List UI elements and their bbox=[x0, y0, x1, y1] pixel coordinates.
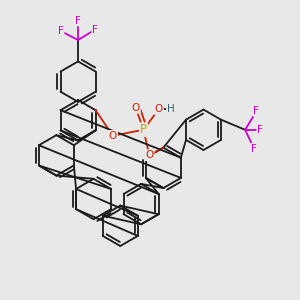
Text: F: F bbox=[254, 106, 259, 116]
Text: H: H bbox=[167, 104, 175, 114]
Text: F: F bbox=[257, 125, 263, 135]
Text: F: F bbox=[75, 16, 81, 26]
Text: F: F bbox=[58, 26, 64, 36]
Text: O: O bbox=[109, 131, 117, 141]
Text: O: O bbox=[155, 104, 163, 114]
Text: O: O bbox=[132, 103, 140, 113]
Text: O: O bbox=[109, 131, 117, 141]
Text: P: P bbox=[140, 123, 147, 136]
Text: H: H bbox=[167, 104, 175, 114]
Text: O: O bbox=[132, 103, 140, 113]
Text: P: P bbox=[140, 123, 147, 136]
Text: O: O bbox=[109, 131, 117, 141]
Text: O: O bbox=[155, 104, 163, 114]
Text: O: O bbox=[145, 150, 154, 160]
Text: O: O bbox=[145, 150, 154, 160]
Text: F: F bbox=[92, 25, 98, 34]
Text: O: O bbox=[145, 150, 154, 160]
Text: F: F bbox=[251, 143, 257, 154]
